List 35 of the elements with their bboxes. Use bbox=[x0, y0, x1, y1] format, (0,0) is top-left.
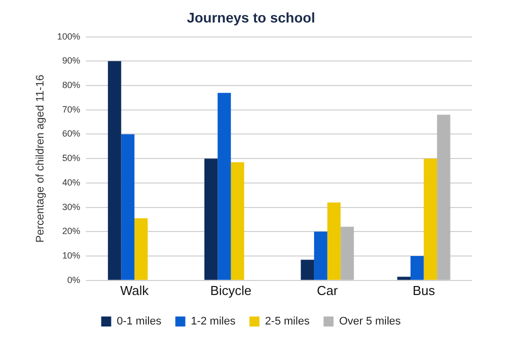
x-tick-label: Car bbox=[316, 282, 338, 298]
y-tick-label: 20% bbox=[62, 226, 80, 236]
bar bbox=[340, 226, 354, 280]
bar bbox=[134, 218, 148, 280]
bar bbox=[121, 134, 134, 280]
y-tick-label: 0% bbox=[67, 274, 80, 285]
bar bbox=[230, 162, 244, 280]
bar bbox=[437, 114, 450, 280]
x-tick-label: Bus bbox=[412, 282, 436, 298]
x-tick-label: Walk bbox=[120, 282, 150, 298]
x-tick-label: Bicycle bbox=[210, 282, 252, 298]
legend-label: 0-1 miles bbox=[116, 316, 162, 328]
bar bbox=[108, 61, 122, 280]
y-tick-label: 30% bbox=[62, 202, 80, 212]
chart-title: Journeys to school bbox=[186, 9, 316, 26]
bar bbox=[397, 276, 411, 280]
bar bbox=[300, 260, 314, 280]
y-tick-label: 80% bbox=[62, 80, 80, 90]
y-tick-label: 90% bbox=[62, 56, 80, 66]
y-tick-label: 70% bbox=[62, 104, 80, 114]
y-tick-label: 40% bbox=[62, 177, 80, 188]
bar bbox=[204, 158, 218, 280]
legend-label: Over 5 miles bbox=[339, 316, 402, 328]
y-tick-label: 60% bbox=[62, 128, 80, 139]
y-tick-label: 100% bbox=[57, 31, 80, 42]
y-tick-label: 10% bbox=[62, 250, 80, 261]
legend-label: 1-2 miles bbox=[190, 316, 236, 328]
bar bbox=[314, 232, 328, 280]
legend-label: 2-5 miles bbox=[264, 316, 310, 328]
bar bbox=[327, 202, 341, 280]
y-tick-label: 50% bbox=[62, 153, 80, 164]
y-axis-title: Percentage of children aged 11-16 bbox=[34, 74, 47, 243]
bar bbox=[218, 92, 231, 280]
bar bbox=[424, 158, 438, 280]
bar bbox=[410, 256, 424, 280]
